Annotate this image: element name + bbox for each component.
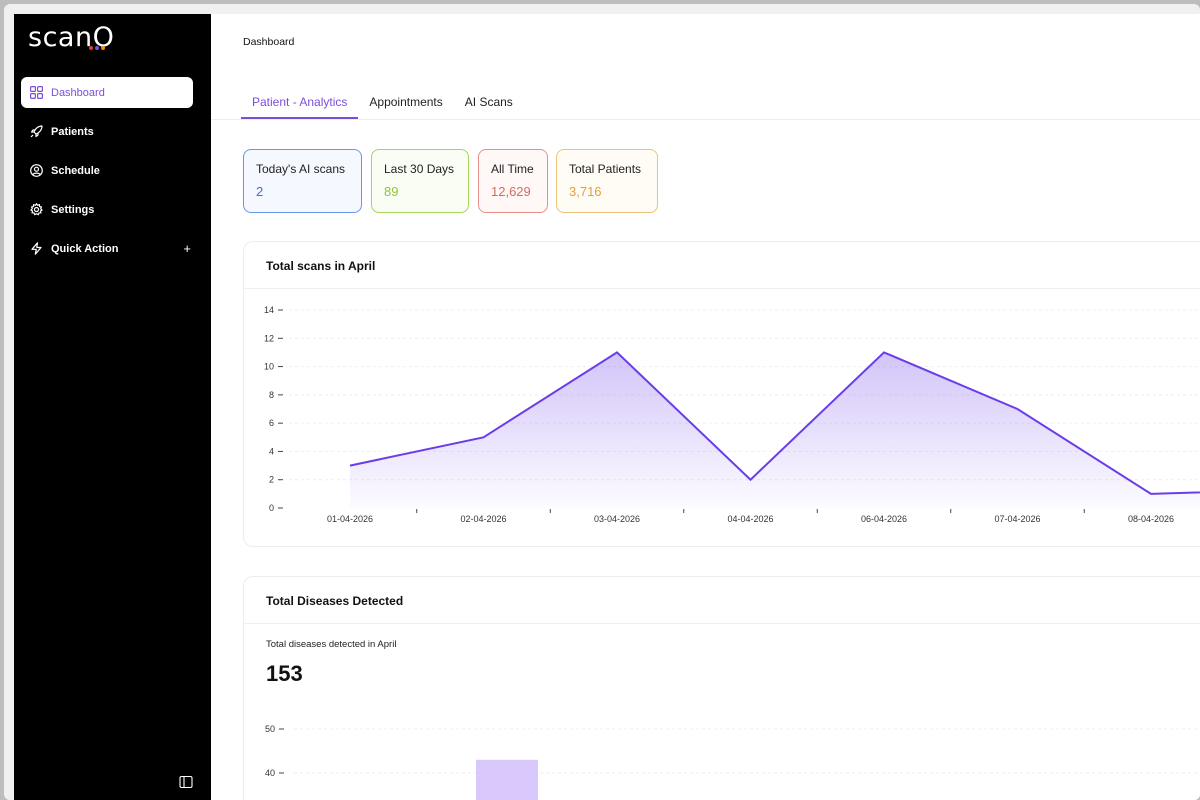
x-tick-label: 04-04-2026 — [727, 514, 773, 524]
stat-card-all-time: All Time 12,629 — [478, 149, 548, 213]
x-tick-label: 01-04-2026 — [327, 514, 373, 524]
sidebar-item-dashboard[interactable]: Dashboard — [21, 77, 193, 108]
stat-value: 12,629 — [491, 184, 531, 199]
sidebar-item-label: Dashboard — [51, 86, 105, 99]
x-tick-label: 02-04-2026 — [460, 514, 506, 524]
y-tick-label: 4 — [269, 446, 274, 456]
y-tick-label: 8 — [269, 390, 274, 400]
y-tick-label: 10 — [264, 362, 274, 372]
bolt-icon — [29, 242, 43, 256]
sidebar-nav: Dashboard Patients — [21, 77, 193, 272]
card-divider — [244, 623, 1200, 624]
main-content: Dashboard Patient - Analytics Appointmen… — [211, 14, 1200, 800]
tab-bar: Patient - Analytics Appointments AI Scan… — [241, 90, 524, 119]
plus-icon[interactable]: + — [183, 241, 191, 256]
user-circle-icon — [29, 164, 43, 178]
app-window: scanO Dashboard — [14, 14, 1200, 800]
sidebar-item-label: Patients — [51, 125, 94, 138]
stat-value: 2 — [256, 184, 264, 199]
sidebar-item-label: Settings — [51, 203, 95, 216]
breadcrumb: Dashboard — [243, 36, 295, 48]
sidebar-toggle-icon[interactable] — [179, 775, 193, 789]
stat-card-last-30-days: Last 30 Days 89 — [371, 149, 469, 213]
y-tick-label: 6 — [269, 418, 274, 428]
x-tick-label: 08-04-2026 — [1128, 514, 1174, 524]
y-tick-label: 0 — [269, 503, 274, 513]
rocket-icon — [29, 125, 43, 139]
stat-label: All Time — [491, 162, 534, 176]
gear-icon — [29, 203, 43, 217]
logo-dot-orange — [101, 46, 105, 50]
tab-ai-scans[interactable]: AI Scans — [464, 95, 513, 109]
diseases-card: Total Diseases Detected Total diseases d… — [243, 576, 1200, 800]
stat-value: 3,716 — [569, 184, 602, 199]
tab-divider — [211, 119, 1200, 120]
scans-area-chart: 0 2 4 6 8 10 12 14 01-04-2026 02-04-2026 03-04-202… — [264, 305, 1200, 524]
logo-dot-purple — [95, 46, 99, 50]
y-tick-label: 14 — [264, 305, 274, 315]
y-tick-label: 2 — [269, 475, 274, 485]
sidebar-item-schedule[interactable]: Schedule — [21, 155, 193, 186]
logo-dot-red — [89, 46, 93, 50]
diseases-bar-chart: 40 50 — [265, 724, 1200, 800]
card-title: Total Diseases Detected — [266, 594, 404, 608]
x-tick-label: 03-04-2026 — [594, 514, 640, 524]
x-tick-label: 07-04-2026 — [994, 514, 1040, 524]
grid-icon — [29, 86, 43, 100]
bar — [476, 759, 538, 800]
stat-label: Last 30 Days — [384, 162, 455, 176]
tab-appointments[interactable]: Appointments — [369, 95, 443, 109]
x-tick-label: 06-04-2026 — [861, 514, 907, 524]
sidebar-item-settings[interactable]: Settings — [21, 194, 193, 225]
logo: scanO — [28, 22, 115, 53]
sidebar-item-label: Schedule — [51, 164, 100, 177]
y-tick-label: 50 — [265, 724, 275, 734]
stat-label: Today's AI scans — [256, 162, 346, 176]
diseases-total: 153 — [266, 661, 303, 686]
logo-dots — [89, 46, 105, 50]
scans-chart-card: Total scans in April 0 2 4 6 8 10 12 14 01-04-20… — [243, 241, 1200, 547]
diseases-subtitle: Total diseases detected in April — [266, 639, 397, 650]
stat-card-total-patients: Total Patients 3,716 — [556, 149, 658, 213]
area-fill — [350, 352, 1200, 508]
card-title: Total scans in April — [266, 259, 376, 273]
sidebar: scanO Dashboard — [14, 14, 211, 800]
sidebar-item-label: Quick Action — [51, 242, 119, 255]
stat-value: 89 — [384, 184, 399, 199]
window-frame: scanO Dashboard — [4, 4, 1200, 800]
stat-card-today-ai-scans: Today's AI scans 2 — [243, 149, 362, 213]
y-tick-label: 12 — [264, 333, 274, 343]
tab-patient-analytics[interactable]: Patient - Analytics — [241, 90, 359, 119]
sidebar-item-quick-action[interactable]: Quick Action + — [21, 233, 193, 264]
y-tick-label: 40 — [265, 768, 275, 778]
series-line — [349, 351, 1200, 495]
stat-label: Total Patients — [569, 162, 642, 176]
sidebar-item-patients[interactable]: Patients — [21, 116, 193, 147]
card-divider — [244, 288, 1200, 289]
